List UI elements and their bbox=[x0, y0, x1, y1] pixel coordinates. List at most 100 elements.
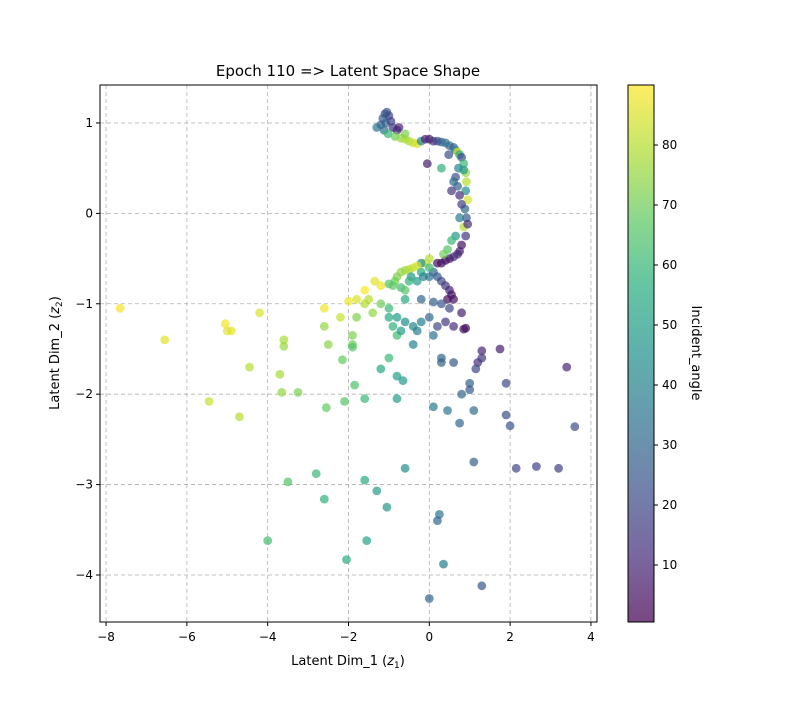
data-point bbox=[422, 159, 432, 169]
x-tick-label: −4 bbox=[259, 630, 277, 644]
data-point bbox=[408, 340, 418, 349]
data-point bbox=[471, 364, 481, 374]
data-point bbox=[263, 536, 273, 545]
data-point bbox=[463, 219, 473, 229]
data-point bbox=[360, 475, 370, 485]
data-point bbox=[372, 123, 382, 132]
data-point bbox=[348, 331, 357, 340]
data-point bbox=[400, 285, 410, 295]
data-point bbox=[384, 312, 394, 322]
x-axis-ticks: −8 −6 −4 −2 0 2 4 bbox=[97, 622, 595, 644]
data-point bbox=[323, 340, 333, 349]
colorbar-tick-label: 30 bbox=[662, 438, 677, 452]
data-point bbox=[340, 397, 349, 406]
data-point bbox=[437, 358, 446, 367]
colorbar-ticks: 10 20 30 40 50 60 70 80 bbox=[654, 138, 677, 572]
chart-title: Epoch 110 => Latent Space Shape bbox=[216, 62, 480, 80]
x-tick-label: −6 bbox=[178, 630, 196, 644]
data-point bbox=[204, 397, 214, 406]
data-point bbox=[465, 378, 475, 388]
data-point bbox=[311, 469, 321, 479]
data-point bbox=[441, 317, 450, 327]
colorbar-label: Incident_angle bbox=[688, 306, 703, 401]
data-point bbox=[352, 294, 361, 304]
data-point bbox=[511, 463, 521, 473]
data-point bbox=[394, 123, 404, 132]
data-point bbox=[384, 279, 394, 289]
data-point bbox=[455, 213, 464, 223]
data-point bbox=[449, 358, 458, 367]
data-point bbox=[461, 323, 471, 333]
data-point bbox=[392, 312, 402, 322]
colorbar-tick-label: 50 bbox=[662, 318, 677, 332]
data-point bbox=[350, 380, 359, 390]
data-point bbox=[342, 555, 351, 564]
x-tick-label: 0 bbox=[425, 630, 433, 644]
y-tick-label: 0 bbox=[85, 206, 93, 220]
data-point bbox=[283, 477, 293, 487]
data-point bbox=[338, 355, 347, 365]
data-point bbox=[439, 249, 448, 259]
data-point bbox=[384, 353, 394, 363]
data-point bbox=[384, 303, 394, 313]
data-point bbox=[457, 308, 466, 318]
data-point bbox=[433, 516, 442, 526]
colorbar-tick-label: 80 bbox=[662, 138, 677, 152]
data-point bbox=[562, 362, 572, 372]
data-point bbox=[424, 263, 434, 272]
grid-lines bbox=[100, 85, 597, 622]
data-point bbox=[424, 312, 434, 322]
data-point bbox=[462, 177, 471, 187]
data-point bbox=[505, 421, 515, 431]
data-point bbox=[429, 331, 438, 340]
data-point bbox=[388, 322, 398, 331]
data-point bbox=[376, 299, 386, 309]
data-point bbox=[400, 294, 410, 304]
data-point bbox=[392, 394, 402, 404]
data-point bbox=[501, 378, 511, 388]
data-point bbox=[437, 163, 446, 173]
data-point bbox=[321, 403, 331, 413]
data-point bbox=[455, 190, 464, 200]
data-points bbox=[115, 107, 580, 603]
data-point bbox=[400, 463, 410, 473]
y-tick-label: −1 bbox=[75, 297, 93, 311]
data-point bbox=[501, 410, 511, 420]
data-point bbox=[433, 322, 442, 331]
data-point bbox=[444, 150, 454, 160]
data-point bbox=[570, 422, 580, 432]
data-point bbox=[376, 364, 386, 374]
data-point bbox=[382, 502, 392, 512]
data-point bbox=[396, 326, 406, 336]
data-point bbox=[376, 281, 386, 291]
y-axis-ticks: −4 −3 −2 −1 0 1 bbox=[75, 116, 100, 582]
data-point bbox=[279, 341, 289, 351]
data-point bbox=[554, 463, 563, 473]
data-point bbox=[383, 129, 393, 139]
data-point bbox=[279, 335, 289, 345]
data-point bbox=[392, 371, 402, 381]
data-point bbox=[368, 308, 378, 318]
data-point bbox=[495, 344, 505, 354]
data-point bbox=[445, 303, 454, 313]
y-axis-label: Latent Dim_2 (z2) bbox=[48, 296, 65, 410]
data-point bbox=[465, 385, 475, 395]
data-point bbox=[255, 308, 264, 318]
y-tick-label: −2 bbox=[75, 387, 93, 401]
data-point bbox=[319, 322, 329, 331]
data-point bbox=[429, 402, 438, 412]
colorbar-tick-label: 10 bbox=[662, 558, 677, 572]
colorbar: 10 20 30 40 50 60 70 80 Incident_angle bbox=[627, 84, 703, 623]
x-tick-label: −8 bbox=[97, 630, 115, 644]
data-point bbox=[461, 186, 471, 196]
colorbar-tick-label: 20 bbox=[662, 498, 677, 512]
data-point bbox=[372, 486, 382, 496]
x-tick-label: 4 bbox=[587, 630, 595, 644]
data-point bbox=[477, 346, 487, 356]
data-point bbox=[449, 294, 458, 304]
data-point bbox=[412, 276, 422, 286]
data-point bbox=[319, 303, 329, 313]
data-point bbox=[235, 412, 244, 422]
data-point bbox=[477, 353, 487, 363]
